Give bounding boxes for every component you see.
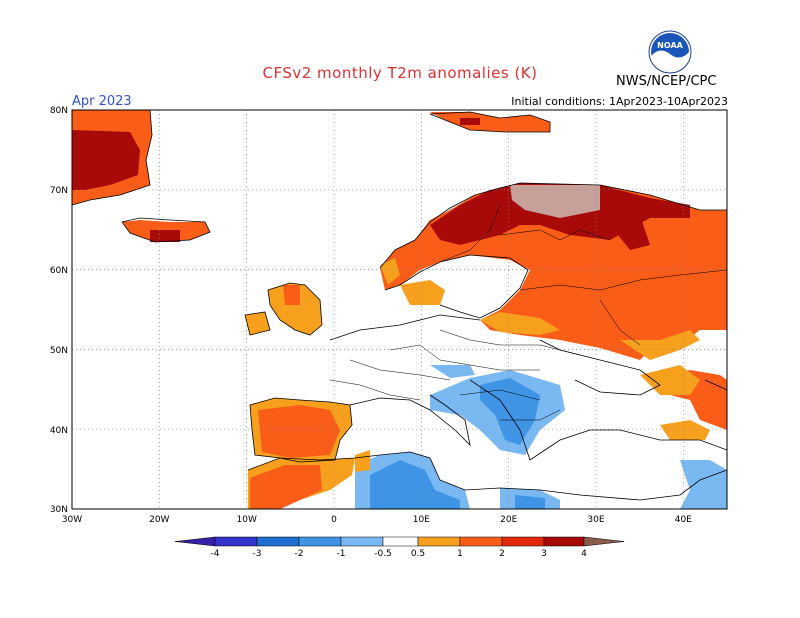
colorbar-label: 2 [499,549,505,559]
anomaly-region [430,365,475,378]
lat-label: 80N [50,106,68,116]
coastlines [72,110,727,501]
lon-label: 10E [413,515,430,525]
anomaly-region [268,283,322,335]
anomaly-region [283,285,300,305]
anomaly-region [258,405,340,458]
svg-text:NOAA: NOAA [657,41,683,50]
chart-title: CFSv2 monthly T2m anomalies (K) [262,64,538,82]
colorbar-swatch [459,536,503,547]
colorbar-label: 0.5 [411,549,425,559]
lat-label: 50N [50,346,68,356]
lat-label: 30N [50,505,68,515]
colorbar-swatch [543,536,585,547]
anomaly-region [355,450,370,472]
anomaly-region [480,312,560,335]
colorbar-label: -2 [295,549,304,559]
colorbar-swatch [417,536,461,547]
colorbar: -4 -3 -2 -1 -0.5 0.5 1 2 3 4 [174,536,625,559]
country-borders [329,204,727,421]
colorbar-arrow-left [174,536,216,547]
lat-label: 40N [50,426,68,436]
forecast-period: Apr 2023 [72,94,132,109]
anomaly-region [610,215,650,250]
longitude-labels: 30W 20W 10W 0 10E 20E 30E 40E [62,515,692,525]
lat-label: 70N [50,186,68,196]
anomaly-shading [72,110,727,509]
agency-label: NWS/NCEP/CPC [616,74,717,89]
colorbar-swatch [214,536,258,547]
initial-conditions: Initial conditions: 1Apr2023-10Apr2023 [511,95,728,108]
anomaly-region [370,460,460,509]
anomaly-region [480,378,540,445]
colorbar-swatch [256,536,300,547]
colorbar-swatch [340,536,384,547]
colorbar-label: -1 [337,549,346,559]
colorbar-label: 4 [581,549,587,559]
noaa-logo-icon: NOAA [648,30,692,74]
anomaly-region [400,280,445,305]
lon-label: 10W [237,515,257,525]
lon-label: 30W [62,515,82,525]
anomaly-region [660,420,710,440]
anomaly-region [620,330,700,360]
lon-label: 20W [149,515,169,525]
lon-label: 30E [587,515,604,525]
colorbar-label: -3 [253,549,262,559]
lon-label: 20E [500,515,517,525]
anomaly-region [515,495,545,509]
map-frame [71,109,728,510]
lon-label: 40E [675,515,692,525]
anomaly-region [250,465,322,509]
graticule [72,110,727,509]
colorbar-arrow-right [583,536,625,547]
anomaly-region [245,312,270,335]
colorbar-swatch [501,536,545,547]
colorbar-label: -0.5 [374,549,392,559]
colorbar-label: 1 [457,549,463,559]
colorbar-swatch [298,536,342,547]
lat-label: 60N [50,266,68,276]
lon-label: 0 [331,515,337,525]
anomaly-region [680,460,727,509]
anomaly-region [460,118,480,125]
colorbar-label: -4 [211,549,220,559]
anomaly-region [72,130,140,190]
anomaly-region [430,112,550,132]
anomaly-region [510,185,600,218]
colorbar-label: 3 [541,549,547,559]
anomaly-region [150,230,180,242]
colorbar-swatch [382,536,419,547]
latitude-labels: 80N 70N 60N 50N 40N 30N [50,106,68,515]
anomaly-region [380,258,400,285]
